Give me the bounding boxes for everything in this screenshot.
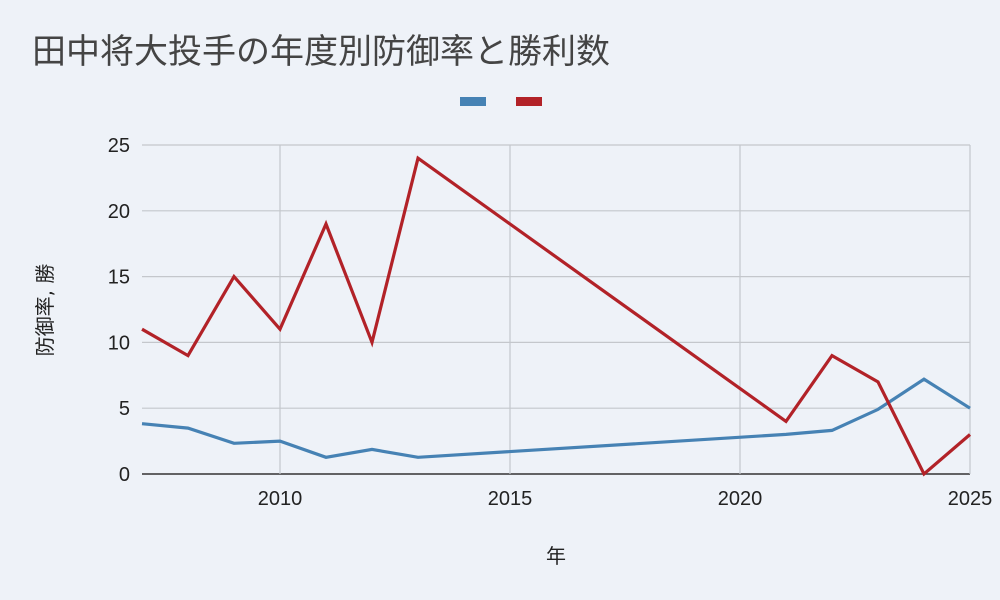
series-lines [141,155,972,477]
y-tick-label: 15 [108,267,130,289]
y-axis-label: 防御率, 勝 [33,264,57,357]
y-tick-label: 20 [108,201,130,223]
x-tick-label: 2010 [258,488,303,510]
series-line-1 [141,377,971,459]
x-tick-label: 2020 [718,488,763,510]
grid [142,144,971,475]
series-line-2 [141,155,972,477]
y-tick-label: 10 [108,332,130,354]
y-tick-label: 5 [119,398,130,420]
x-tick-label: 2025 [948,488,993,510]
chart-title: 田中将大投手の年度別防御率と勝利数 [32,32,610,72]
y-tick-label: 0 [119,464,130,486]
y-tick-labels: 0 5 10 15 20 25 [108,135,130,486]
legend [460,97,542,106]
legend-swatch-series-1 [460,97,486,106]
x-axis-label: 年 [546,544,566,568]
x-tick-label: 2015 [488,488,533,510]
y-tick-label: 25 [108,135,130,157]
x-tick-labels: 2010 2015 2020 2025 [258,488,993,510]
legend-swatch-series-2 [516,97,542,106]
